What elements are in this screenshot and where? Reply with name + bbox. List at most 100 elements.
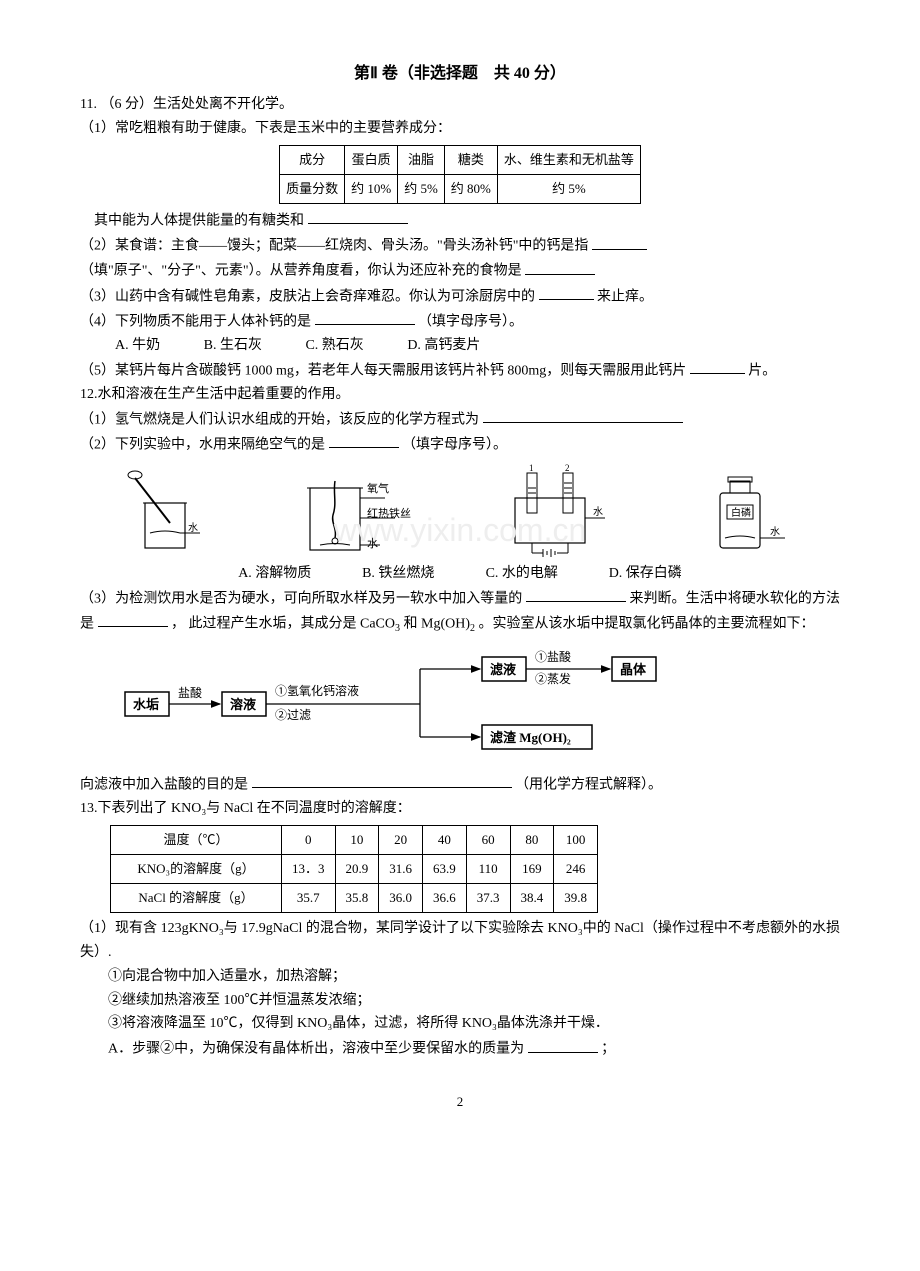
- sub: 2: [470, 623, 475, 634]
- q12-p3c: ， 此过程产生水垢，其成分是 CaCO: [171, 616, 395, 631]
- q12-fig-captions: A. 溶解物质 B. 铁丝燃烧 C. 水的电解 D. 保存白磷: [80, 562, 840, 586]
- q12-p3a: （3）为检测饮用水是否为硬水，可向所取水样及另一软水中加入等量的: [80, 591, 522, 606]
- cell: 40: [423, 826, 467, 855]
- q11-p2b-line: （填"原子"、"分子"、元素"）。从营养角度看，你认为还应补充的食物是: [80, 258, 840, 283]
- q12-p3d: 。实验室从该水垢中提取氯化钙晶体的主要流程如下：: [479, 616, 815, 631]
- cell: 110: [466, 855, 510, 884]
- table-row: 成分 蛋白质 油脂 糖类 水、维生素和无机盐等: [280, 145, 641, 174]
- choice-b: B. 生石灰: [204, 334, 262, 358]
- svg-text:溶液: 溶液: [230, 697, 256, 712]
- blank: [592, 233, 647, 249]
- q11-p4-line: （4）下列物质不能用于人体补钙的是 （填字母序号）。: [80, 309, 840, 334]
- q13-s4b: ；: [601, 1042, 615, 1057]
- choice-d: D. 高钙麦片: [407, 334, 480, 358]
- blank: [315, 309, 415, 325]
- cell: NaCl 的溶解度（g）: [111, 884, 282, 913]
- cell: KNO₃的溶解度（g）: [111, 855, 282, 884]
- q11-choices: A. 牛奶 B. 生石灰 C. 熟石灰 D. 高钙麦片: [115, 334, 840, 358]
- q11-p4b: （填字母序号）。: [418, 314, 523, 329]
- q11-p5b: 片。: [748, 363, 776, 378]
- q13-s3: ③将溶液降温至 10℃，仅得到 KNO₃晶体，过滤，将所得 KNO₃晶体洗涤并干…: [108, 1012, 840, 1036]
- cell: 246: [554, 855, 598, 884]
- fig-d: 白磷 水: [705, 463, 795, 560]
- q11-p3: （3）山药中含有碱性皂角素，皮肤沾上会奇痒难忍。你认为可涂厨房中的: [80, 289, 535, 304]
- q11-p5-line: （5）某钙片每片含碳酸钙 1000 mg，若老年人每天需服用该钙片补钙 800m…: [80, 358, 840, 383]
- q11-p1b: 其中能为人体提供能量的有糖类和: [94, 213, 304, 228]
- page: 第Ⅱ 卷（非选择题 共 40 分） 11. （6 分）生活处处离不开化学。 （1…: [80, 60, 840, 1114]
- blank: [483, 407, 683, 423]
- svg-text:滤液: 滤液: [490, 662, 516, 677]
- table-row: 质量分数 约 10% 约 5% 约 80% 约 5%: [280, 174, 641, 203]
- cell: 169: [510, 855, 554, 884]
- blank: [525, 258, 595, 274]
- blank: [252, 772, 512, 788]
- cell: 37.3: [466, 884, 510, 913]
- q11-p1: （1）常吃粗粮有助于健康。下表是玉米中的主要营养成分：: [80, 117, 840, 141]
- q12-figures: www.yixin.com.cn 水: [80, 463, 840, 560]
- cell: 35.8: [335, 884, 379, 913]
- blank: [98, 611, 168, 627]
- q12-p3f: （用化学方程式解释）。: [515, 777, 662, 792]
- q12-p3-line: （3）为检测饮用水是否为硬水，可向所取水样及另一软水中加入等量的 来判断。生活中…: [80, 586, 840, 637]
- q11-p4: （4）下列物质不能用于人体补钙的是: [80, 314, 311, 329]
- cell: 约 10%: [345, 174, 398, 203]
- q12-p3e: 向滤液中加入盐酸的目的是: [80, 777, 248, 792]
- svg-text:①氢氧化钙溶液: ①氢氧化钙溶液: [275, 683, 359, 698]
- reagent-bottle-icon: 白磷 水: [705, 463, 795, 558]
- svg-text:②过滤: ②过滤: [275, 708, 311, 722]
- cell: 100: [554, 826, 598, 855]
- q11-p3-line: （3）山药中含有碱性皂角素，皮肤沾上会奇痒难忍。你认为可涂厨房中的 来止痒。: [80, 284, 840, 309]
- blank: [690, 358, 745, 374]
- caption-b: B. 铁丝燃烧: [338, 562, 458, 586]
- cell: 油脂: [398, 145, 445, 174]
- label: 氧气: [367, 480, 477, 499]
- section-title: 第Ⅱ 卷（非选择题 共 40 分）: [80, 60, 840, 87]
- sub: 3: [395, 623, 400, 634]
- label: 水: [593, 506, 603, 518]
- q11-p1b-line: 其中能为人体提供能量的有糖类和: [80, 208, 840, 233]
- cell: 20.9: [335, 855, 379, 884]
- cell: 80: [510, 826, 554, 855]
- svg-text:晶体: 晶体: [620, 662, 647, 677]
- cell: 36.6: [423, 884, 467, 913]
- blank: [528, 1036, 598, 1052]
- cell: 60: [466, 826, 510, 855]
- blank: [539, 284, 594, 300]
- q11: 11. （6 分）生活处处离不开化学。 （1）常吃粗粮有助于健康。下表是玉米中的…: [80, 93, 840, 383]
- caption-a: A. 溶解物质: [215, 562, 335, 586]
- choice-c: C. 熟石灰: [305, 334, 363, 358]
- cell: 约 5%: [398, 174, 445, 203]
- svg-text:水垢: 水垢: [133, 697, 159, 712]
- blank: [526, 586, 626, 602]
- page-number: 2: [80, 1091, 840, 1113]
- q13-table: 温度（℃） 0 10 20 40 60 80 100 KNO₃的溶解度（g） 1…: [110, 825, 598, 913]
- q13-p1a: （1）现有含 123gKNO₃与 17.9gNaCl 的混合物，某同学设计了以下…: [80, 917, 840, 965]
- label: 水: [367, 535, 477, 554]
- table-row: KNO₃的溶解度（g） 13．3 20.9 31.6 63.9 110 169 …: [111, 855, 598, 884]
- cell: 13．3: [282, 855, 336, 884]
- cell: 约 80%: [444, 174, 497, 203]
- label: 红热铁丝: [367, 505, 477, 524]
- q11-table: 成分 蛋白质 油脂 糖类 水、维生素和无机盐等 质量分数 约 10% 约 5% …: [279, 145, 641, 204]
- svg-text:2: 2: [565, 463, 570, 473]
- table-row: 温度（℃） 0 10 20 40 60 80 100: [111, 826, 598, 855]
- fig-c: 1 2 水: [495, 463, 615, 560]
- svg-text:滤渣 Mg(OH)₂: 滤渣 Mg(OH)₂: [490, 730, 571, 745]
- table-row: NaCl 的溶解度（g） 35.7 35.8 36.0 36.6 37.3 38…: [111, 884, 598, 913]
- q12-flowchart: 水垢 盐酸 溶液 ①氢氧化钙溶液 ②过滤 滤液 ①盐酸 ②蒸发 晶体: [120, 647, 840, 766]
- q13: 13.下表列出了 KNO₃与 NaCl 在不同温度时的溶解度： 温度（℃） 0 …: [80, 797, 840, 1061]
- flowchart-svg: 水垢 盐酸 溶液 ①氢氧化钙溶液 ②过滤 滤液 ①盐酸 ②蒸发 晶体: [120, 647, 740, 757]
- blank: [308, 208, 408, 224]
- cell: 35.7: [282, 884, 336, 913]
- svg-text:①盐酸: ①盐酸: [535, 649, 571, 664]
- caption-c: C. 水的电解: [462, 562, 582, 586]
- q11-p2b: （填"原子"、"分子"、元素"）。从营养角度看，你认为还应补充的食物是: [80, 264, 522, 279]
- fig-a: 水: [125, 463, 205, 560]
- cell: 36.0: [379, 884, 423, 913]
- q11-p2a: （2）某食谱：主食——馒头；配菜——红烧肉、骨头汤。"骨头汤补钙"中的钙是指: [80, 239, 588, 254]
- q12-p2-line: （2）下列实验中，水用来隔绝空气的是 （填字母序号）。: [80, 432, 840, 457]
- cell: 20: [379, 826, 423, 855]
- q12-p3c2: 和 Mg(OH): [404, 616, 471, 631]
- q12: 12.水和溶液在生产生活中起着重要的作用。 （1）氢气燃烧是人们认识水组成的开始…: [80, 383, 840, 797]
- label: 白磷: [731, 506, 751, 519]
